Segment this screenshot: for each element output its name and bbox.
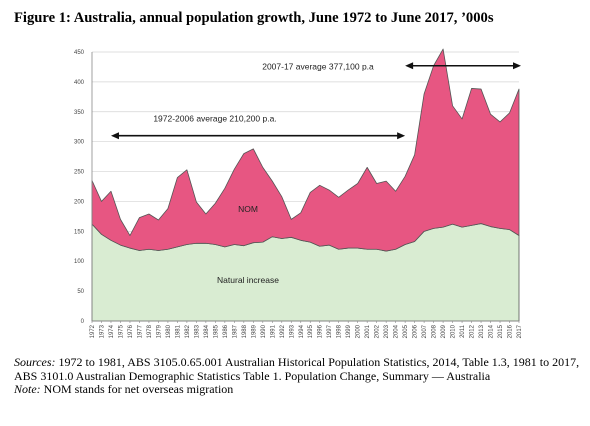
annotation-text-0: 1972-2006 average 210,200 p.a.: [153, 114, 276, 124]
x-tick-2004: 2004: [394, 324, 400, 338]
x-tick-1985: 1985: [213, 324, 219, 338]
x-tick-1983: 1983: [194, 324, 200, 338]
x-tick-2008: 2008: [432, 324, 438, 338]
x-tick-2002: 2002: [375, 324, 381, 338]
x-tick-1987: 1987: [232, 324, 238, 338]
note-line: Note: NOM stands for net overseas migrat…: [14, 382, 580, 397]
x-tick-2001: 2001: [365, 324, 371, 338]
annotation-arrowhead-right-1: [513, 62, 521, 70]
sources-line: Sources: 1972 to 1981, ABS 3105.0.65.001…: [14, 355, 580, 383]
x-tick-1986: 1986: [223, 324, 229, 338]
x-tick-2010: 2010: [451, 324, 457, 338]
x-tick-1995: 1995: [308, 324, 314, 338]
x-tick-1996: 1996: [318, 324, 324, 338]
sources-text: 1972 to 1981, ABS 3105.0.65.001 Australi…: [14, 355, 580, 383]
x-tick-2014: 2014: [489, 324, 495, 338]
x-tick-1990: 1990: [261, 324, 267, 338]
x-tick-1975: 1975: [118, 324, 124, 338]
axes: [91, 52, 520, 323]
x-tick-1988: 1988: [242, 324, 248, 338]
x-tick-2011: 2011: [460, 324, 466, 338]
x-tick-2015: 2015: [498, 324, 504, 338]
x-tick-1973: 1973: [99, 324, 105, 338]
x-tick-2005: 2005: [403, 324, 409, 338]
annotation-text-1: 2007-17 average 377,100 p.a: [262, 62, 374, 72]
x-tick-labels: 1972 1973 1974 1975 1976 1977 1978 1979 1980 1981…: [90, 324, 523, 338]
x-tick-1994: 1994: [299, 324, 305, 338]
x-tick-2013: 2013: [479, 324, 485, 338]
x-tick-1993: 1993: [289, 324, 295, 338]
x-tick-2003: 2003: [384, 324, 390, 338]
x-tick-1991: 1991: [270, 324, 276, 338]
series-label-nom: NOM: [238, 204, 258, 214]
x-tick-1998: 1998: [337, 324, 343, 338]
x-tick-1979: 1979: [156, 324, 162, 338]
x-tick-1981: 1981: [175, 324, 181, 338]
annotation-arrowhead-left-1: [405, 62, 414, 70]
y-tick-0: 0: [81, 319, 85, 325]
x-tick-1976: 1976: [128, 324, 134, 338]
y-tick-200: 200: [74, 199, 85, 205]
x-tick-1984: 1984: [204, 324, 210, 338]
y-tick-150: 150: [74, 229, 85, 235]
y-tick-250: 250: [74, 170, 85, 176]
x-tick-1982: 1982: [185, 324, 191, 338]
x-tick-2017: 2017: [517, 324, 523, 338]
y-tick-50: 50: [77, 289, 84, 295]
y-tick-labels: 0 50 100 150 200 250 300 350 400 450: [74, 50, 85, 325]
area-nom: [91, 48, 520, 252]
stacked-areas: [91, 48, 520, 322]
x-tick-1972: 1972: [90, 324, 96, 338]
annotation-arrowhead-left-0: [110, 132, 119, 140]
x-tick-1989: 1989: [251, 324, 257, 338]
figure-title: Figure 1: Australia, annual population g…: [14, 10, 494, 26]
x-tick-2012: 2012: [470, 324, 476, 338]
note-label: Note:: [14, 382, 41, 396]
y-tick-300: 300: [74, 140, 85, 146]
x-tick-1997: 1997: [327, 324, 333, 338]
x-tick-2007: 2007: [422, 324, 428, 338]
x-tick-2016: 2016: [508, 324, 514, 338]
x-tick-2009: 2009: [441, 324, 447, 338]
x-tick-2006: 2006: [413, 324, 419, 338]
population-growth-chart: 0 50 100 150 200 250 300 350 400 450 1972 1973 1974…: [74, 48, 523, 338]
x-tick-1992: 1992: [280, 324, 286, 338]
series-labels: NOM Natural increase: [217, 204, 279, 285]
figure-notes: Sources: 1972 to 1981, ABS 3105.0.65.001…: [14, 355, 580, 397]
annotation-arrowhead-right-0: [397, 132, 406, 140]
series-label-natural-increase: Natural increase: [217, 275, 279, 285]
note-text: NOM stands for net overseas migration: [40, 382, 234, 396]
x-tick-1980: 1980: [166, 324, 172, 338]
average-annotations: 1972-2006 average 210,200 p.a. 2007-17 av…: [110, 62, 521, 140]
x-tick-2000: 2000: [356, 324, 362, 338]
sources-label: Sources:: [14, 355, 56, 369]
x-tick-1999: 1999: [346, 324, 352, 338]
x-tick-1977: 1977: [137, 324, 143, 338]
y-tick-400: 400: [74, 80, 85, 86]
y-tick-350: 350: [74, 110, 85, 116]
y-tick-100: 100: [74, 259, 85, 265]
x-tick-1978: 1978: [147, 324, 153, 338]
y-tick-450: 450: [74, 50, 85, 56]
x-tick-1974: 1974: [109, 324, 115, 338]
